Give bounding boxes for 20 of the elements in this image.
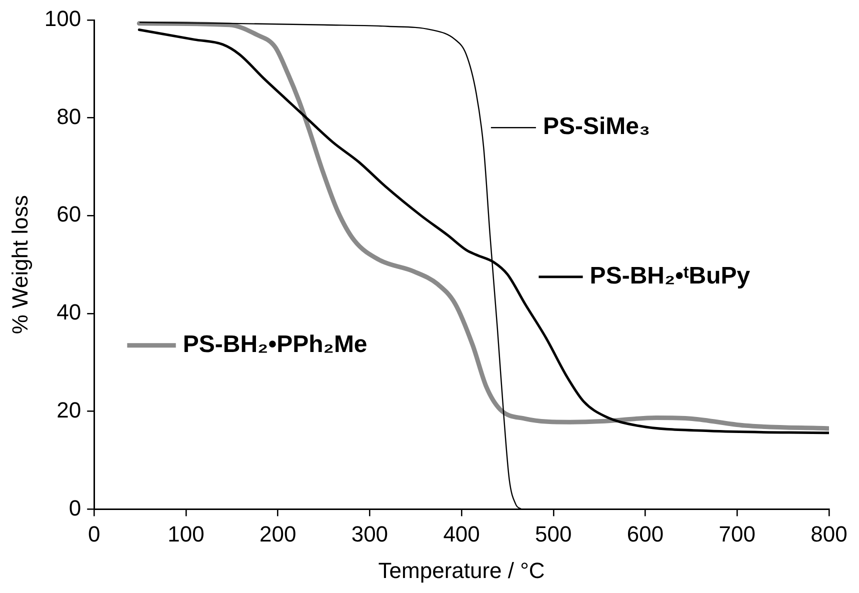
- x-tick-label: 100: [168, 521, 204, 546]
- y-tick-label: 0: [68, 495, 82, 520]
- legend-label: PS-BH₂•PPh₂Me: [182, 330, 368, 358]
- y-tick-label: 80: [56, 104, 82, 129]
- x-tick-label: 0: [88, 521, 100, 546]
- legend-label: PS-BH₂•ᵗBuPy: [590, 262, 751, 290]
- legend-label: PS-SiMe₃: [542, 113, 650, 140]
- y-tick-label: 40: [56, 300, 82, 325]
- y-tick-label: 100: [44, 6, 82, 32]
- y-axis-title: % Weight loss: [7, 195, 32, 334]
- x-tick-label: 800: [810, 521, 848, 546]
- x-tick-label: 200: [259, 521, 296, 546]
- y-tick-label: 20: [56, 397, 82, 422]
- x-tick-label: 400: [443, 521, 480, 546]
- x-tick-label: 500: [535, 521, 572, 546]
- x-tick-label: 700: [718, 521, 756, 546]
- x-tick-label: 600: [626, 521, 664, 546]
- x-tick-label: 300: [351, 521, 388, 546]
- y-tick-label: 60: [56, 202, 82, 227]
- x-axis-title: Temperature / °C: [378, 558, 545, 583]
